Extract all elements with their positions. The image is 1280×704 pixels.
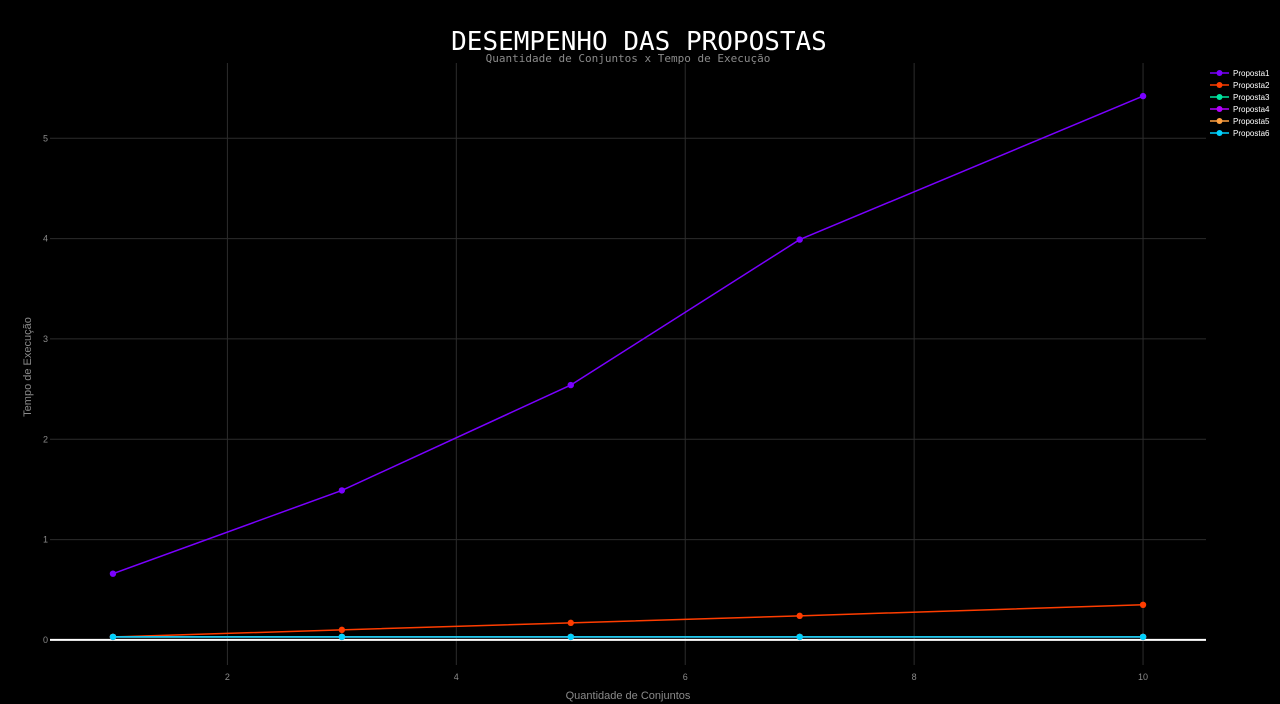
legend-label: Proposta6 bbox=[1233, 129, 1270, 138]
legend-item-proposta1[interactable]: Proposta1 bbox=[1210, 69, 1270, 78]
y-tick-label: 2 bbox=[43, 434, 48, 444]
series-proposta2[interactable] bbox=[109, 601, 1147, 641]
series-line[interactable] bbox=[112, 95, 1144, 575]
y-tick-label: 4 bbox=[43, 234, 48, 244]
legend-item-proposta6[interactable]: Proposta6 bbox=[1210, 129, 1270, 138]
legend-swatch-marker bbox=[1216, 94, 1223, 100]
legend-swatch-marker bbox=[1216, 70, 1223, 76]
x-axis-label: Quantidade de Conjuntos bbox=[566, 690, 691, 702]
data-point[interactable] bbox=[109, 633, 117, 641]
chart-subtitle: Quantidade de Conjuntos x Tempo de Execu… bbox=[486, 52, 771, 65]
data-point[interactable] bbox=[796, 236, 803, 243]
data-point[interactable] bbox=[338, 626, 346, 634]
grid bbox=[50, 63, 1206, 665]
legend-item-proposta4[interactable]: Proposta4 bbox=[1210, 105, 1270, 114]
legend-label: Proposta4 bbox=[1233, 105, 1270, 114]
data-point[interactable] bbox=[567, 633, 574, 641]
series-line[interactable] bbox=[112, 604, 1144, 638]
y-tick-label: 0 bbox=[43, 635, 48, 645]
legend-label: Proposta5 bbox=[1233, 117, 1270, 126]
legend-label: Proposta3 bbox=[1233, 93, 1270, 102]
legend[interactable]: Proposta1 Proposta2 Proposta3 Proposta4 Prop… bbox=[1210, 69, 1270, 138]
legend-item-proposta5[interactable]: Proposta5 bbox=[1210, 117, 1270, 126]
legend-swatch-marker bbox=[1216, 118, 1223, 124]
x-tick-label: 6 bbox=[683, 672, 688, 682]
data-point[interactable] bbox=[109, 570, 117, 577]
data-point[interactable] bbox=[796, 612, 803, 620]
legend-label: Proposta1 bbox=[1233, 69, 1270, 78]
series-proposta1[interactable] bbox=[109, 92, 1147, 577]
data-point[interactable] bbox=[1139, 633, 1147, 641]
y-axis-label: Tempo de Execução bbox=[22, 317, 34, 417]
x-tick-label: 4 bbox=[454, 672, 459, 682]
y-tick-label: 3 bbox=[43, 334, 48, 344]
y-tick-label: 1 bbox=[43, 535, 48, 545]
chart-title: DESEMPENHO DAS PROPOSTAS bbox=[451, 27, 827, 57]
series-proposta6[interactable] bbox=[109, 633, 1147, 641]
legend-swatch-marker bbox=[1216, 130, 1223, 136]
data-point[interactable] bbox=[1139, 601, 1147, 608]
series-group bbox=[109, 92, 1147, 641]
legend-swatch-marker bbox=[1216, 106, 1223, 112]
legend-label: Proposta2 bbox=[1233, 81, 1270, 90]
legend-item-proposta2[interactable]: Proposta2 bbox=[1210, 81, 1270, 90]
data-point[interactable] bbox=[567, 381, 574, 389]
legend-item-proposta3[interactable]: Proposta3 bbox=[1210, 93, 1270, 102]
legend-swatch-marker bbox=[1216, 82, 1223, 88]
x-tick-label: 8 bbox=[912, 672, 917, 682]
x-tick-label: 2 bbox=[225, 672, 230, 682]
data-point[interactable] bbox=[338, 487, 346, 494]
data-point[interactable] bbox=[338, 633, 346, 641]
data-point[interactable] bbox=[567, 619, 574, 627]
data-point[interactable] bbox=[796, 633, 803, 641]
y-tick-label: 5 bbox=[43, 133, 48, 143]
x-tick-label: 10 bbox=[1138, 672, 1148, 682]
data-point[interactable] bbox=[1139, 92, 1147, 100]
axes: 2 4 6 8 10 0 1 2 3 4 5 bbox=[43, 133, 1206, 682]
